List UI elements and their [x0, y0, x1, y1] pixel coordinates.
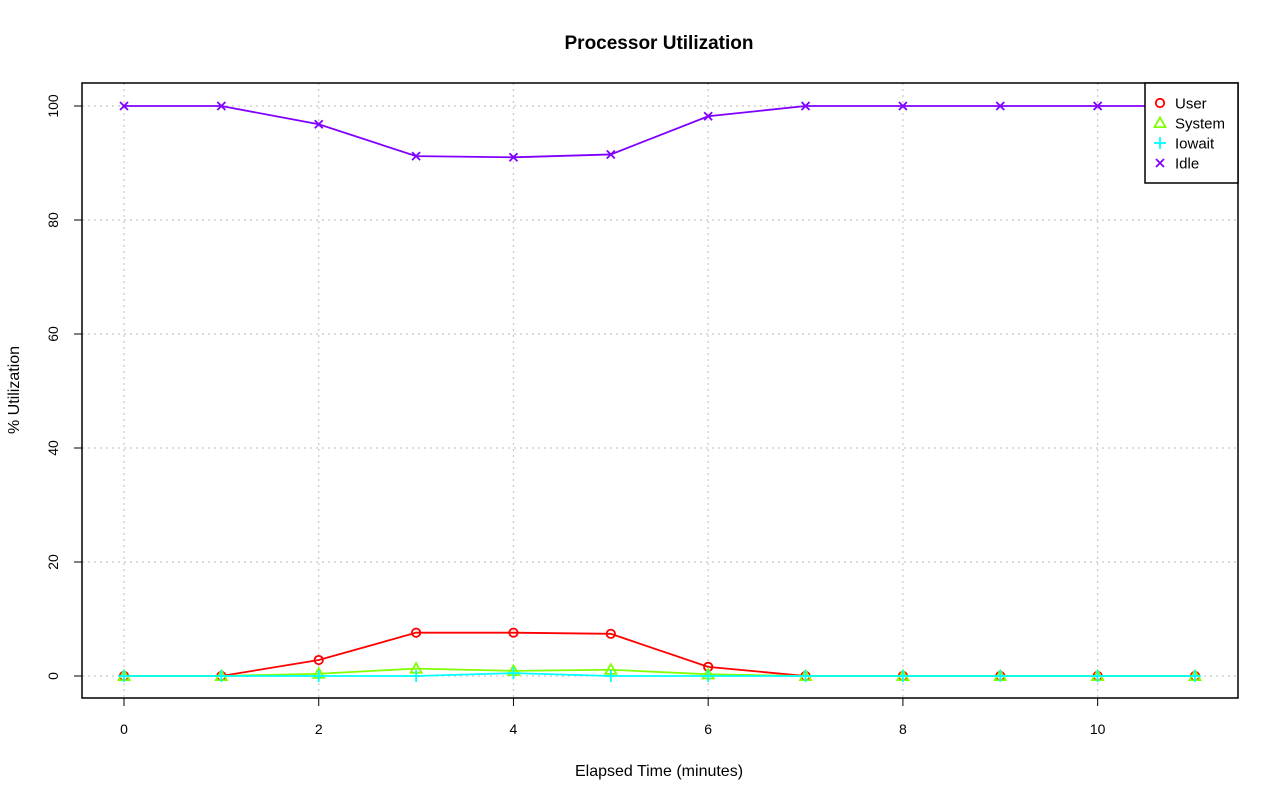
series-user-point: [410, 627, 422, 638]
y-tick-label: 40: [45, 440, 61, 456]
plot-frame: [81, 82, 1239, 699]
series-iowait-point: [994, 670, 1007, 682]
legend-system-swatch: [1152, 115, 1168, 129]
legend-iowait-swatch: [1154, 137, 1166, 149]
series-idle-point: [314, 119, 324, 129]
series-iowait-point: [118, 670, 130, 682]
series-iowait-point: [215, 670, 228, 682]
legend-idle-swatch: [1155, 158, 1165, 168]
series-idle-point: [1092, 101, 1103, 111]
legend-user-label: User: [1175, 96, 1207, 113]
series-iowait-line: [124, 672, 1195, 677]
chart-title: Processor Utilization: [565, 33, 754, 54]
series-user-point: [313, 654, 324, 666]
legend-iowait-label: Iowait: [1175, 136, 1215, 153]
x-tick-label: 8: [899, 721, 907, 737]
legend-idle-label: Idle: [1175, 156, 1199, 173]
series-iowait-point: [604, 670, 617, 682]
grid: [82, 83, 1238, 698]
x-axis-label: Elapsed Time (minutes): [575, 763, 743, 780]
series-iowait-point: [507, 667, 520, 680]
y-axis: 0 20 40 60 80 100: [45, 94, 82, 680]
x-tick-label: 0: [120, 721, 128, 737]
x-axis: 0 2 4 6 8 10: [120, 698, 1106, 737]
y-tick-label: 60: [45, 326, 61, 342]
series-iowait-point: [312, 670, 325, 682]
series-iowait: [118, 667, 1201, 682]
y-tick-label: 100: [45, 94, 61, 118]
series-idle-point: [411, 151, 421, 161]
y-tick-label: 20: [45, 554, 61, 570]
series-idle-point: [216, 101, 227, 111]
series-idle-point: [508, 152, 519, 162]
series-idle-point: [119, 101, 129, 111]
series-user-point: [605, 628, 616, 639]
series-iowait-point: [702, 670, 715, 682]
legend-system-label: System: [1175, 116, 1225, 133]
x-tick-label: 10: [1090, 721, 1106, 737]
series-iowait-point: [1091, 670, 1104, 682]
y-tick-label: 0: [45, 672, 61, 680]
x-tick-label: 6: [704, 721, 712, 737]
series-iowait-point: [1189, 670, 1201, 682]
x-tick-label: 4: [510, 721, 518, 737]
series-idle-line: [124, 105, 1195, 159]
series-idle-point: [995, 101, 1005, 111]
y-tick-label: 80: [45, 212, 61, 228]
series-idle-point: [606, 149, 616, 160]
series-user-line: [124, 631, 1195, 677]
legend: User System Iowait Idle: [1144, 82, 1239, 184]
series-iowait-point: [799, 670, 812, 682]
series-idle-point: [703, 111, 713, 121]
legend-user-swatch: [1154, 97, 1166, 109]
series-idle: [119, 101, 1200, 162]
series-idle-point: [800, 101, 811, 111]
series-iowait-point: [896, 670, 909, 682]
series-layer: [116, 101, 1203, 682]
y-axis-label: % Utilization: [6, 346, 23, 434]
series-system-line: [124, 667, 1195, 677]
series-iowait-point: [410, 670, 423, 682]
series-user-point: [508, 627, 519, 638]
x-tick-label: 2: [315, 721, 323, 737]
series-idle-point: [898, 101, 908, 111]
